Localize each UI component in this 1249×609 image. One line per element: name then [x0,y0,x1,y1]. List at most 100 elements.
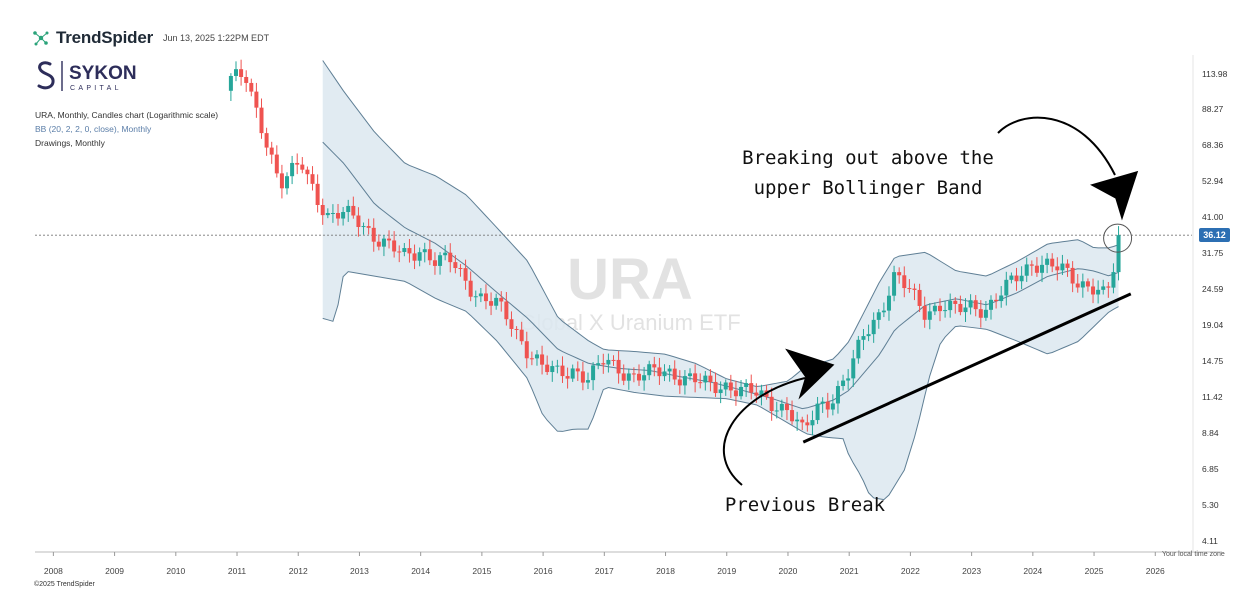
candle [514,326,519,340]
candle [892,265,897,302]
candle [259,98,264,139]
candle [233,61,238,82]
candle [1096,280,1101,304]
candle [305,166,310,185]
candle [749,374,754,400]
candle [269,141,274,164]
candle [478,288,483,303]
candle [453,255,458,274]
x-tick-label: 2019 [717,566,737,576]
candle [611,355,616,366]
candle [621,364,626,386]
candle [1116,226,1121,281]
drawings-info[interactable]: Drawings, Monthly [35,138,105,148]
band-upper [322,60,1119,387]
candle [631,367,636,383]
logo-sub: CAPITAL [70,85,122,92]
candle [637,364,642,386]
candle [682,370,687,395]
candle [881,302,886,318]
bollinger-info[interactable]: BB (20, 2, 2, 0, close), Monthly [35,124,152,134]
candle [861,329,866,351]
x-tick-label: 2020 [778,566,798,576]
x-tick-label: 2018 [656,566,675,576]
candle [835,380,840,414]
breakout-circle [1103,223,1133,253]
candle [290,155,295,185]
candle [534,350,539,366]
candle [320,198,325,225]
candle [1004,271,1009,306]
candle [458,264,463,277]
header: TrendSpider Jun 13, 2025 1:22PM EDT [32,27,269,49]
trendspider-logo-icon [33,31,49,46]
candle [698,373,703,389]
breakout-arrow [997,116,1116,176]
x-tick-label: 2024 [1023,566,1043,576]
candle [1070,261,1075,293]
candle [300,157,305,174]
trend-line[interactable] [802,292,1132,444]
y-tick-label: 52.94 [1202,176,1224,187]
candle [1034,257,1039,277]
candle [438,252,443,275]
candle [550,360,555,382]
candle [341,206,346,226]
candle [402,242,407,257]
candle [570,364,575,382]
x-tick-label: 2008 [43,566,63,576]
candles [228,59,1121,436]
candle [1106,282,1111,298]
candle [830,394,835,416]
candle [606,353,611,373]
y-tick-label: 24.59 [1202,284,1224,295]
candle [249,78,254,97]
candle [1080,273,1085,298]
candle [815,396,820,425]
candle [392,231,397,258]
candle [1091,278,1096,304]
candle [545,355,550,375]
candle [325,208,330,219]
breakout-arrowhead [1090,170,1139,221]
y-tick-label: 19.04 [1202,320,1224,331]
candle [361,222,366,235]
candle [667,365,672,382]
candle [677,370,682,394]
y-tick-label: 4.11 [1202,535,1218,546]
candle [473,290,478,307]
timezone-label[interactable]: Your local time zone [1162,551,1225,558]
candle [978,300,983,328]
candle [851,349,856,387]
candle [866,324,871,342]
candle [596,355,601,370]
candle [1014,267,1019,291]
candle [264,127,269,156]
candle [810,410,815,436]
candle [330,204,335,223]
candle [994,293,999,309]
candle [769,387,774,421]
y-tick-label: 6.85 [1202,464,1219,475]
previous-break-arrow [722,377,806,486]
candle [244,70,249,92]
candle [626,368,631,390]
x-tick-label: 2009 [105,566,125,576]
candle [228,73,233,102]
candle [871,312,876,343]
y-tick-label: 31.75 [1202,248,1224,259]
candle [846,369,851,390]
candle [1060,254,1065,275]
candle [825,392,830,418]
breakout-annotation: Breaking out above the upper Bollinger B… [738,143,998,203]
candle [917,283,922,313]
y-tick-label: 88.27 [1202,104,1224,115]
candle [968,294,973,315]
candle [295,153,300,175]
last-price-tag: 36.12 [1199,228,1230,243]
candle [1075,274,1080,293]
candle [647,360,652,381]
candle [1029,260,1034,276]
candle [907,279,912,293]
